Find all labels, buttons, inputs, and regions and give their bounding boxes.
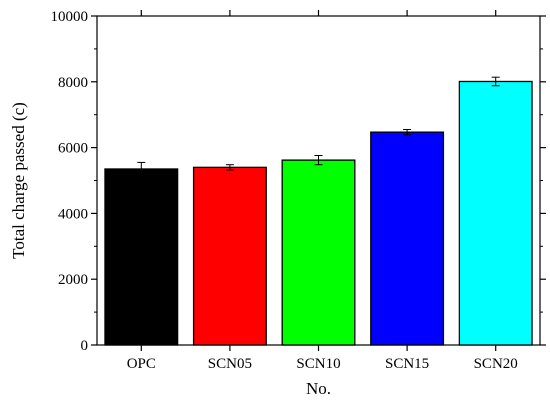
x-axis-ticks: OPC SCN05 SCN10 SCN15 SCN20 xyxy=(127,10,518,372)
y-tick-label: 8000 xyxy=(58,75,88,91)
x-axis-label: No. xyxy=(306,379,331,398)
x-tick-label: OPC xyxy=(127,356,156,372)
error-bar-scn15 xyxy=(403,129,412,136)
bar-scn20 xyxy=(458,80,533,346)
x-tick-label: SCN15 xyxy=(385,356,429,372)
bars xyxy=(104,80,533,346)
y-axis-ticks: 0 2000 4000 6000 8000 10000 xyxy=(51,9,546,354)
x-tick-label: SCN20 xyxy=(474,356,518,372)
error-bar-opc xyxy=(137,161,146,177)
x-tick-label: SCN05 xyxy=(208,356,252,372)
error-bars xyxy=(137,76,500,177)
error-bar-scn10 xyxy=(314,154,323,166)
y-tick-label: 2000 xyxy=(58,272,88,288)
bar-opc xyxy=(104,168,179,346)
y-tick-label: 4000 xyxy=(58,206,88,222)
y-tick-label: 6000 xyxy=(58,141,88,157)
y-axis-label: Total charge passed (c) xyxy=(9,102,28,259)
error-bar-scn05 xyxy=(225,164,234,171)
x-tick-label: SCN10 xyxy=(296,356,340,372)
bar-scn05 xyxy=(192,166,267,346)
y-tick-label: 0 xyxy=(81,338,89,354)
y-tick-label: 10000 xyxy=(51,9,89,25)
bar-scn10 xyxy=(281,159,356,346)
error-bar-scn20 xyxy=(491,76,500,87)
bar-scn15 xyxy=(370,131,445,346)
